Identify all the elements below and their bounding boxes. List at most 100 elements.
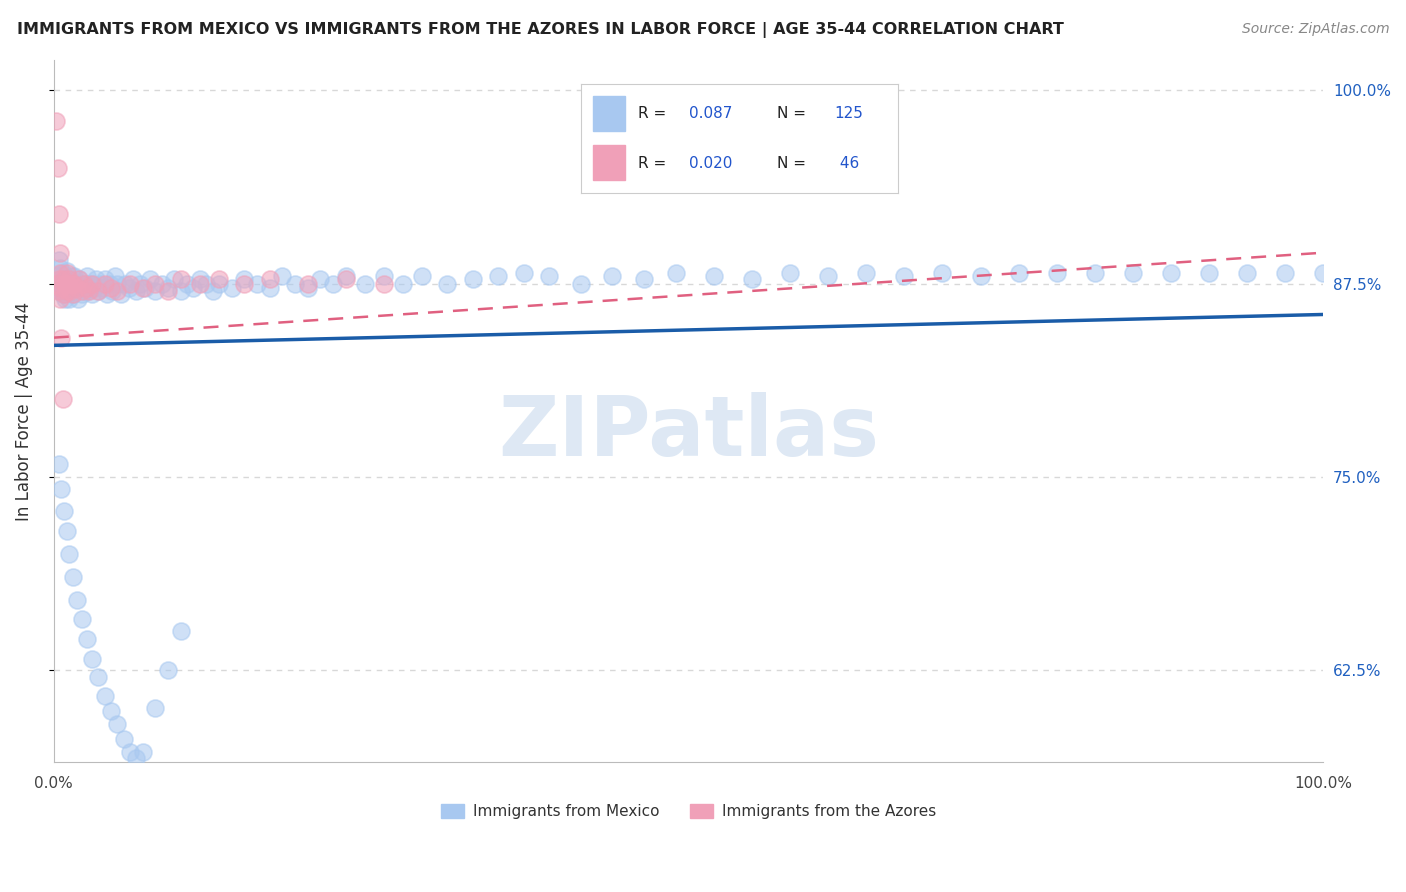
Point	[170, 272, 193, 286]
Point	[62, 570, 84, 584]
Point	[1007, 266, 1029, 280]
Point	[537, 268, 560, 283]
Point	[45, 277, 67, 291]
Point	[62, 287, 84, 301]
Point	[55, 277, 77, 291]
Point	[176, 277, 198, 291]
Point	[46, 285, 69, 299]
Point	[118, 745, 141, 759]
Point	[46, 277, 69, 291]
Point	[486, 268, 509, 283]
Point	[931, 266, 953, 280]
Point	[1236, 266, 1258, 280]
Point	[183, 281, 205, 295]
Point	[461, 272, 484, 286]
Point	[55, 264, 77, 278]
Point	[70, 285, 93, 299]
Point	[105, 716, 128, 731]
Point	[93, 689, 115, 703]
Point	[51, 277, 73, 291]
Point	[208, 272, 231, 286]
Point	[131, 281, 153, 295]
Point	[58, 547, 80, 561]
Point	[87, 671, 110, 685]
Point	[80, 287, 103, 301]
Point	[91, 281, 114, 295]
Point	[150, 277, 173, 291]
Point	[55, 524, 77, 538]
Legend: Immigrants from Mexico, Immigrants from the Azores: Immigrants from Mexico, Immigrants from …	[434, 797, 942, 825]
Point	[145, 277, 167, 291]
Point	[52, 287, 75, 301]
Point	[104, 268, 127, 283]
Point	[134, 281, 156, 295]
Point	[49, 285, 72, 299]
Point	[55, 285, 77, 299]
Point	[188, 272, 211, 286]
Point	[139, 272, 162, 286]
Point	[52, 272, 75, 286]
Point	[1046, 266, 1069, 280]
Point	[82, 277, 104, 291]
Point	[665, 266, 688, 280]
Point	[52, 392, 75, 407]
Point	[53, 292, 76, 306]
Point	[80, 652, 103, 666]
Point	[259, 281, 281, 295]
Point	[335, 272, 357, 286]
Point	[741, 272, 763, 286]
Point	[66, 277, 89, 291]
Point	[322, 277, 344, 291]
Point	[53, 272, 76, 286]
Point	[602, 268, 624, 283]
Point	[1122, 266, 1144, 280]
Point	[56, 277, 79, 291]
Point	[79, 277, 101, 291]
Point	[297, 281, 319, 295]
Point	[297, 277, 319, 291]
Point	[77, 285, 100, 299]
Point	[60, 277, 83, 291]
Point	[893, 268, 915, 283]
Point	[703, 268, 725, 283]
Point	[55, 266, 77, 280]
Point	[335, 268, 357, 283]
Point	[100, 705, 122, 719]
Point	[188, 277, 211, 291]
Point	[201, 285, 224, 299]
Point	[52, 266, 75, 280]
Point	[48, 458, 70, 472]
Point	[46, 161, 69, 175]
Point	[49, 245, 72, 260]
Point	[66, 281, 89, 295]
Point	[157, 281, 180, 295]
Point	[70, 612, 93, 626]
Point	[56, 285, 79, 299]
Point	[60, 285, 83, 299]
Point	[63, 277, 86, 291]
Point	[233, 277, 256, 291]
Point	[129, 277, 152, 291]
Point	[1198, 266, 1220, 280]
Point	[66, 292, 89, 306]
Point	[569, 277, 592, 291]
Point	[284, 277, 307, 291]
Point	[53, 281, 76, 295]
Point	[118, 281, 141, 295]
Point	[309, 272, 332, 286]
Point	[93, 272, 115, 286]
Point	[60, 268, 83, 283]
Point	[779, 266, 801, 280]
Point	[125, 751, 148, 765]
Point	[105, 277, 128, 291]
Point	[411, 268, 433, 283]
Point	[65, 281, 87, 295]
Point	[58, 272, 80, 286]
Point	[373, 277, 395, 291]
Point	[51, 281, 73, 295]
Point	[76, 268, 98, 283]
Point	[246, 277, 269, 291]
Point	[855, 266, 877, 280]
Point	[73, 277, 96, 291]
Point	[1312, 266, 1334, 280]
